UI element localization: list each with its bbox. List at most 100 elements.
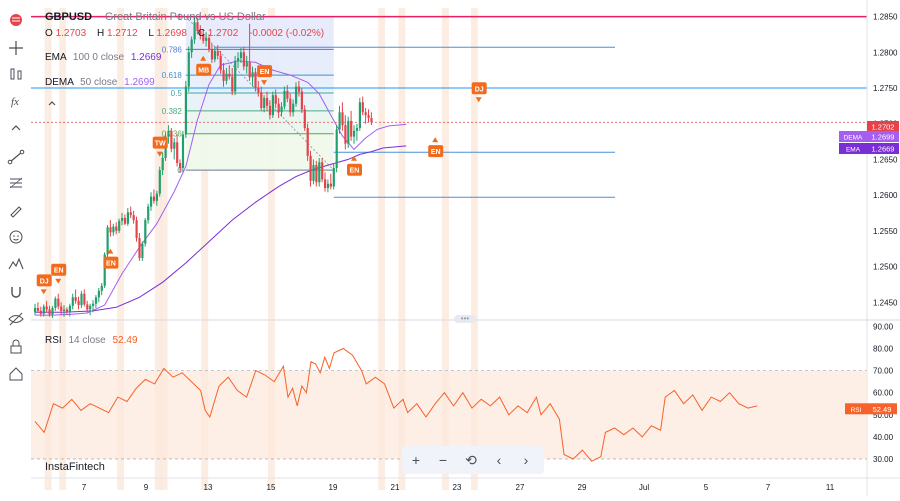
candle-body — [184, 86, 187, 135]
event-badge — [51, 263, 67, 276]
time-axis-tick: 13 — [204, 483, 213, 492]
candle-body — [36, 308, 40, 311]
candle-body — [97, 290, 100, 298]
svg-text:fx: fx — [11, 96, 19, 108]
fib-level-label: 0.618 — [162, 71, 183, 80]
candle-body — [329, 183, 332, 187]
event-badge-label: TW — [155, 141, 166, 148]
time-axis-tick: 7 — [766, 483, 771, 492]
home-tool-button[interactable] — [4, 362, 27, 385]
event-badge-label: EN — [106, 261, 116, 268]
event-badge-label: EN — [350, 168, 360, 175]
candle-body — [289, 98, 292, 113]
rsi-line — [34, 347, 758, 462]
candle-body — [274, 95, 277, 104]
candle-body — [74, 297, 77, 301]
price-label-prefix: EMA — [846, 147, 861, 154]
price-chart[interactable]: 10.7860.6180.50.3820.2360DJENENTWMBENENE… — [31, 0, 900, 496]
flag-tool-button[interactable] — [4, 8, 27, 31]
emoji-icon — [9, 230, 22, 243]
candles-tool-button[interactable] — [4, 62, 27, 85]
ohlc-open-label: O — [45, 28, 53, 39]
time-axis-tick: 21 — [391, 483, 400, 492]
event-band — [267, 8, 275, 490]
candle-body — [280, 106, 283, 113]
candle-body — [141, 243, 144, 258]
patterns-icon — [8, 257, 24, 269]
price-label-tag — [867, 131, 899, 142]
event-badge-label: DJ — [475, 86, 484, 93]
caret-up-tool-button[interactable] — [4, 116, 27, 139]
event-badge-label: EN — [54, 268, 64, 275]
candle-body — [121, 218, 124, 221]
time-axis-tick: 15 — [267, 483, 276, 492]
dema-params: 50 close — [80, 77, 118, 88]
event-band — [441, 8, 449, 490]
candle-body — [51, 308, 54, 315]
candle-body — [144, 220, 147, 244]
candle-body — [239, 52, 243, 58]
event-badge-label: DJ — [40, 278, 49, 285]
candle-body — [231, 76, 234, 92]
candle-body — [173, 142, 176, 149]
candle-body — [355, 128, 359, 131]
zoom-out-button[interactable]: − — [432, 449, 454, 471]
ohlc-low: 1.2698 — [156, 28, 187, 39]
patterns-tool-button[interactable] — [4, 252, 27, 275]
event-badge — [428, 145, 444, 158]
ohlc-row: O 1.2703 H 1.2712 L 1.2698 C 1.2702 -0.0… — [45, 28, 324, 39]
zoom-in-button[interactable]: + — [405, 449, 427, 471]
hide-tool-button[interactable] — [4, 307, 27, 330]
crosshair-tool-button[interactable] — [4, 36, 27, 59]
trendline-icon — [7, 149, 24, 164]
candle-body — [42, 306, 45, 314]
magnet-tool-button[interactable] — [4, 280, 27, 303]
scroll-right-button[interactable]: › — [515, 449, 537, 471]
fib-zone — [185, 93, 334, 111]
function-tool-button[interactable]: fx — [4, 89, 27, 112]
caret-up-icon — [48, 101, 56, 106]
candle-body — [332, 168, 335, 187]
event-band — [470, 8, 478, 490]
reset-chart-button[interactable]: ⟲ — [460, 449, 482, 471]
candle-body — [123, 218, 127, 224]
lock-tool-button[interactable] — [4, 335, 27, 358]
candle-body — [335, 129, 338, 168]
rsi-params: 14 close — [68, 335, 106, 346]
candle-body — [324, 179, 327, 188]
candle-body — [300, 91, 303, 110]
fib-tool-button[interactable] — [4, 171, 27, 194]
trendline-tool-button[interactable] — [4, 145, 27, 168]
fib-trendline — [185, 16, 334, 171]
rsi-axis-tick: 30.00 — [873, 455, 894, 464]
candle-body — [100, 285, 103, 291]
ema-legend[interactable]: EMA 100 0 close 1.2669 — [45, 52, 161, 63]
chevron-left-icon: ‹ — [496, 452, 502, 468]
emoji-tool-button[interactable] — [4, 225, 27, 248]
candle-body — [132, 215, 135, 221]
collapse-legend-button[interactable] — [47, 98, 59, 110]
pane-resize-handle[interactable]: ••• — [454, 315, 476, 323]
event-arrow-icon — [200, 55, 207, 61]
price-axis-tick: 1.2750 — [873, 84, 898, 93]
rsi-label-prefix-tag — [845, 403, 867, 415]
rsi-name: RSI — [45, 335, 62, 346]
candle-body — [193, 22, 196, 40]
time-axis-tick: 19 — [329, 483, 338, 492]
time-axis-tick: 5 — [704, 483, 709, 492]
scroll-left-button[interactable]: ‹ — [488, 449, 510, 471]
candle-body — [364, 112, 367, 116]
candle-body — [321, 162, 324, 180]
candle-body — [199, 30, 202, 35]
candle-body — [205, 38, 208, 41]
rsi-legend[interactable]: RSI 14 close 52.49 — [45, 335, 138, 346]
time-axis-tick: 29 — [578, 483, 587, 492]
rsi-label-value: 52.49 — [873, 405, 892, 414]
candle-body — [315, 165, 318, 183]
brush-tool-button[interactable] — [4, 198, 27, 221]
event-badge-label: EN — [431, 149, 441, 156]
candle-body — [295, 86, 298, 104]
candle-body — [45, 306, 48, 310]
dema-legend[interactable]: DEMA 50 close 1.2699 — [45, 77, 155, 88]
event-band — [160, 8, 168, 490]
